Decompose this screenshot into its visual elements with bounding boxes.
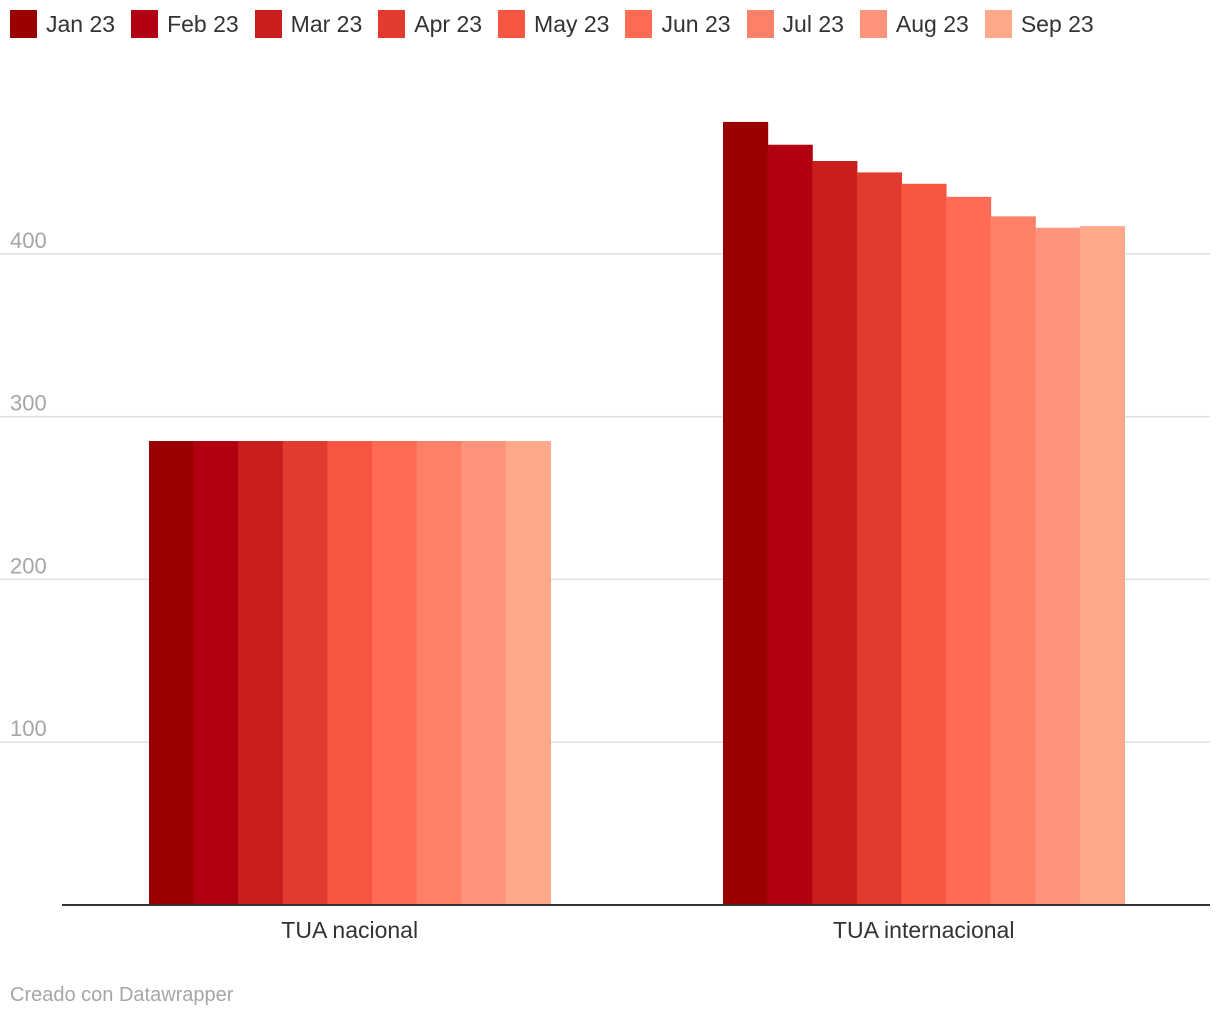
legend-item: Jan 23 — [10, 10, 115, 38]
legend-swatch — [498, 10, 526, 38]
bar — [1079, 226, 1125, 905]
bar — [238, 441, 284, 905]
legend-swatch — [984, 10, 1012, 38]
legend-item: Feb 23 — [131, 10, 239, 38]
y-tick-label: 200 — [10, 553, 47, 578]
legend-label: Apr 23 — [414, 10, 483, 37]
legend-swatch — [625, 10, 653, 38]
legend-label: Feb 23 — [167, 10, 239, 37]
chart-legend: Jan 23 Feb 23 Mar 23 Apr 23 May 23 Jun 23 Jul … — [10, 10, 1110, 38]
legend-label: Mar 23 — [290, 10, 363, 37]
legend-item: Jul 23 — [746, 10, 844, 38]
legend-item: Jun 23 — [625, 10, 731, 38]
legend-item: May 23 — [498, 10, 609, 38]
x-category-label: TUA nacional — [281, 917, 418, 943]
bar — [327, 441, 373, 905]
legend-swatch — [859, 10, 887, 38]
bar — [416, 441, 462, 905]
y-tick-label: 400 — [10, 228, 47, 253]
bar — [149, 441, 195, 905]
x-category-label: TUA internacional — [833, 917, 1015, 943]
legend-item: Aug 23 — [859, 10, 969, 38]
legend-item: Mar 23 — [254, 10, 363, 38]
bar — [856, 172, 902, 905]
y-tick-label: 300 — [10, 391, 47, 416]
legend-item: Sep 23 — [984, 10, 1094, 38]
bar — [901, 183, 947, 905]
bar — [372, 441, 418, 905]
legend-label: May 23 — [534, 10, 610, 37]
legend-swatch — [131, 10, 159, 38]
bar — [990, 216, 1036, 905]
bar — [723, 121, 769, 905]
legend-swatch — [10, 10, 37, 38]
legend-label: Sep 23 — [1020, 10, 1094, 37]
bar — [946, 196, 992, 905]
bars — [149, 121, 1125, 905]
bar — [1035, 227, 1081, 905]
bar — [193, 441, 239, 905]
legend-swatch — [746, 10, 774, 38]
y-tick-label: 100 — [10, 716, 47, 741]
credit-text: Creado con Datawrapper — [10, 984, 234, 1006]
bar — [461, 441, 507, 905]
legend-label: Jul 23 — [782, 10, 844, 37]
bar — [282, 441, 328, 905]
bar — [812, 161, 858, 905]
legend-label: Jan 23 — [46, 10, 116, 37]
legend-swatch — [254, 10, 282, 38]
x-axis-labels: TUA nacional TUA internacional — [281, 917, 1014, 943]
bar — [767, 144, 813, 905]
legend-swatch — [378, 10, 406, 38]
y-axis-ticks: 100 200 300 400 — [10, 228, 47, 741]
legend-label: Jun 23 — [661, 10, 731, 37]
legend-item: Apr 23 — [378, 10, 482, 38]
bar — [505, 441, 551, 905]
legend-label: Aug 23 — [895, 10, 969, 37]
